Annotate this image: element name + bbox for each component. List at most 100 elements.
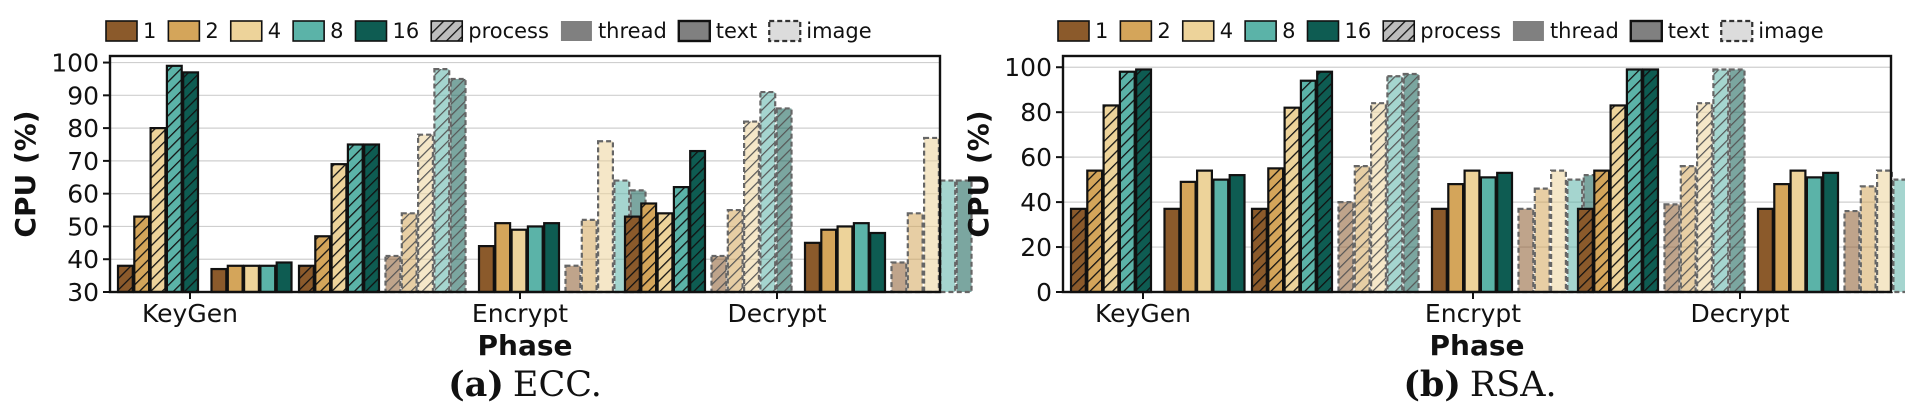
bar-encrypt-thread-text-8	[526, 225, 544, 294]
bar-hatch	[1300, 80, 1316, 292]
bar-fill	[1758, 208, 1773, 292]
bar-hatch	[150, 128, 166, 292]
bar-hatch	[1594, 170, 1610, 292]
bar-decrypt-process-image-2	[726, 208, 744, 294]
bar-decrypt-thread-image-1	[890, 261, 908, 294]
bar-hatch	[331, 164, 347, 292]
legend-swatch-1	[1057, 20, 1090, 42]
bar-keygen-process-text-2	[133, 215, 151, 294]
bar-decrypt-thread-image-2	[906, 212, 924, 294]
bar-fill	[1518, 208, 1534, 292]
bar-encrypt-process-text-4	[1283, 106, 1301, 294]
bar-decrypt-thread-text-16	[1822, 171, 1840, 294]
bar-fill	[1497, 172, 1512, 292]
bar-hatch	[1387, 76, 1403, 292]
legend-item-2-b: 2	[1119, 19, 1171, 43]
legend-item-process-b: process	[1382, 19, 1501, 43]
bar-hatch	[118, 265, 133, 292]
bar-hatch	[299, 265, 314, 292]
bar-hatch	[657, 213, 673, 292]
x-tick-label-decrypt: Decrypt	[1690, 299, 1789, 328]
bar-encrypt-thread-image-1	[564, 264, 582, 294]
bar-hatch	[1087, 170, 1103, 292]
bar-decrypt-process-text-16	[1642, 68, 1660, 294]
bar-fill	[211, 269, 227, 292]
bar-fill	[940, 180, 956, 292]
bar-hatch	[134, 216, 150, 292]
x-tick-label-keygen: KeyGen	[142, 299, 238, 328]
legend-item-image-b: image	[1720, 19, 1824, 43]
legend-swatch-16	[354, 20, 388, 42]
x-tick-label-decrypt: Decrypt	[727, 299, 826, 328]
bar-hatch	[183, 72, 198, 292]
bar-decrypt-process-text-8	[672, 186, 690, 294]
bar-decrypt-process-image-4	[1695, 102, 1713, 294]
bar-hatch	[450, 78, 466, 292]
legend-label-image: image	[1758, 19, 1823, 43]
bar-fill	[1551, 170, 1566, 292]
legend-item-2-a: 2	[167, 19, 219, 43]
legend-item-text-b: text	[1629, 19, 1709, 43]
legend-item-4-b: 4	[1181, 19, 1233, 43]
bar-hatch	[1103, 105, 1119, 292]
bar-keygen-process-text-1	[116, 264, 134, 294]
bar-hatch	[1252, 208, 1267, 292]
bar-hatch	[1697, 103, 1712, 292]
bar-fill	[495, 223, 511, 292]
y-tick-label: 40	[1020, 188, 1052, 217]
legend-item-text-a: text	[677, 19, 757, 43]
bar-keygen-process-text-1	[1069, 207, 1087, 294]
bar-hatch	[364, 144, 379, 292]
bar-fill	[891, 262, 907, 292]
bar-decrypt-process-image-4	[742, 120, 760, 294]
bar-encrypt-thread-text-4	[1463, 169, 1481, 294]
bar-decrypt-thread-text-16	[869, 231, 887, 294]
bar-hatch	[385, 255, 401, 292]
bar-keygen-thread-text-16	[275, 261, 293, 294]
bar-encrypt-process-image-16	[449, 77, 467, 294]
bar-fill	[924, 137, 939, 292]
bar-hatch	[1317, 71, 1332, 292]
legend-label-process: process	[468, 19, 549, 43]
legend-item-thread-b: thread	[1512, 19, 1619, 43]
bar-fill	[1432, 208, 1447, 292]
bar-keygen-process-text-8	[1118, 70, 1136, 294]
bar-fill	[1893, 179, 1905, 292]
bar-keygen-process-text-4	[1102, 104, 1120, 294]
bar-decrypt-process-image-2	[1679, 165, 1697, 294]
bar-outline	[1386, 75, 1404, 294]
x-axis-title: Phase	[1429, 329, 1524, 362]
legend-item-16-b: 16	[1306, 19, 1371, 43]
bar-keygen-process-text-8	[165, 64, 183, 294]
legend-swatch-2	[1119, 20, 1153, 42]
legend-swatch-1	[105, 20, 138, 42]
bar-outline	[1533, 187, 1551, 294]
ecc-chart: 30 40 50 60 70 80 90 100 KeyGen Encrypt Decrypt Pha…	[9, 49, 973, 362]
bar-encrypt-thread-image-2	[1533, 187, 1551, 294]
bar-encrypt-thread-image-1	[1517, 207, 1535, 294]
bar-hatch	[1338, 202, 1354, 292]
bar-hatch	[1071, 208, 1086, 292]
bar-hatch	[1578, 208, 1593, 292]
bar-decrypt-thread-image-8	[1892, 178, 1905, 294]
bar-encrypt-process-image-16	[1402, 72, 1420, 294]
caption-rsa-text: RSA.	[1469, 365, 1557, 405]
bar-hatch	[641, 203, 657, 292]
bar-encrypt-process-text-2	[1267, 167, 1285, 294]
bar-fill	[853, 223, 869, 292]
bar-fill	[870, 233, 885, 292]
bar-encrypt-thread-image-2	[580, 218, 598, 294]
bar-encrypt-thread-text-16	[543, 222, 561, 294]
bar-encrypt-thread-text-2	[494, 222, 512, 294]
bar-keygen-thread-text-8	[259, 264, 277, 294]
legend-swatch-2	[167, 20, 201, 42]
bar-encrypt-thread-image-4	[596, 140, 614, 294]
bar-hatch	[434, 69, 450, 292]
bar-decrypt-thread-image-8	[939, 179, 957, 294]
caption-ecc-text: ECC.	[512, 365, 602, 405]
bar-fill	[227, 265, 243, 292]
bar-decrypt-thread-text-4	[836, 225, 854, 294]
y-tick-label: 100	[51, 49, 99, 78]
bar-fill	[1480, 177, 1496, 292]
